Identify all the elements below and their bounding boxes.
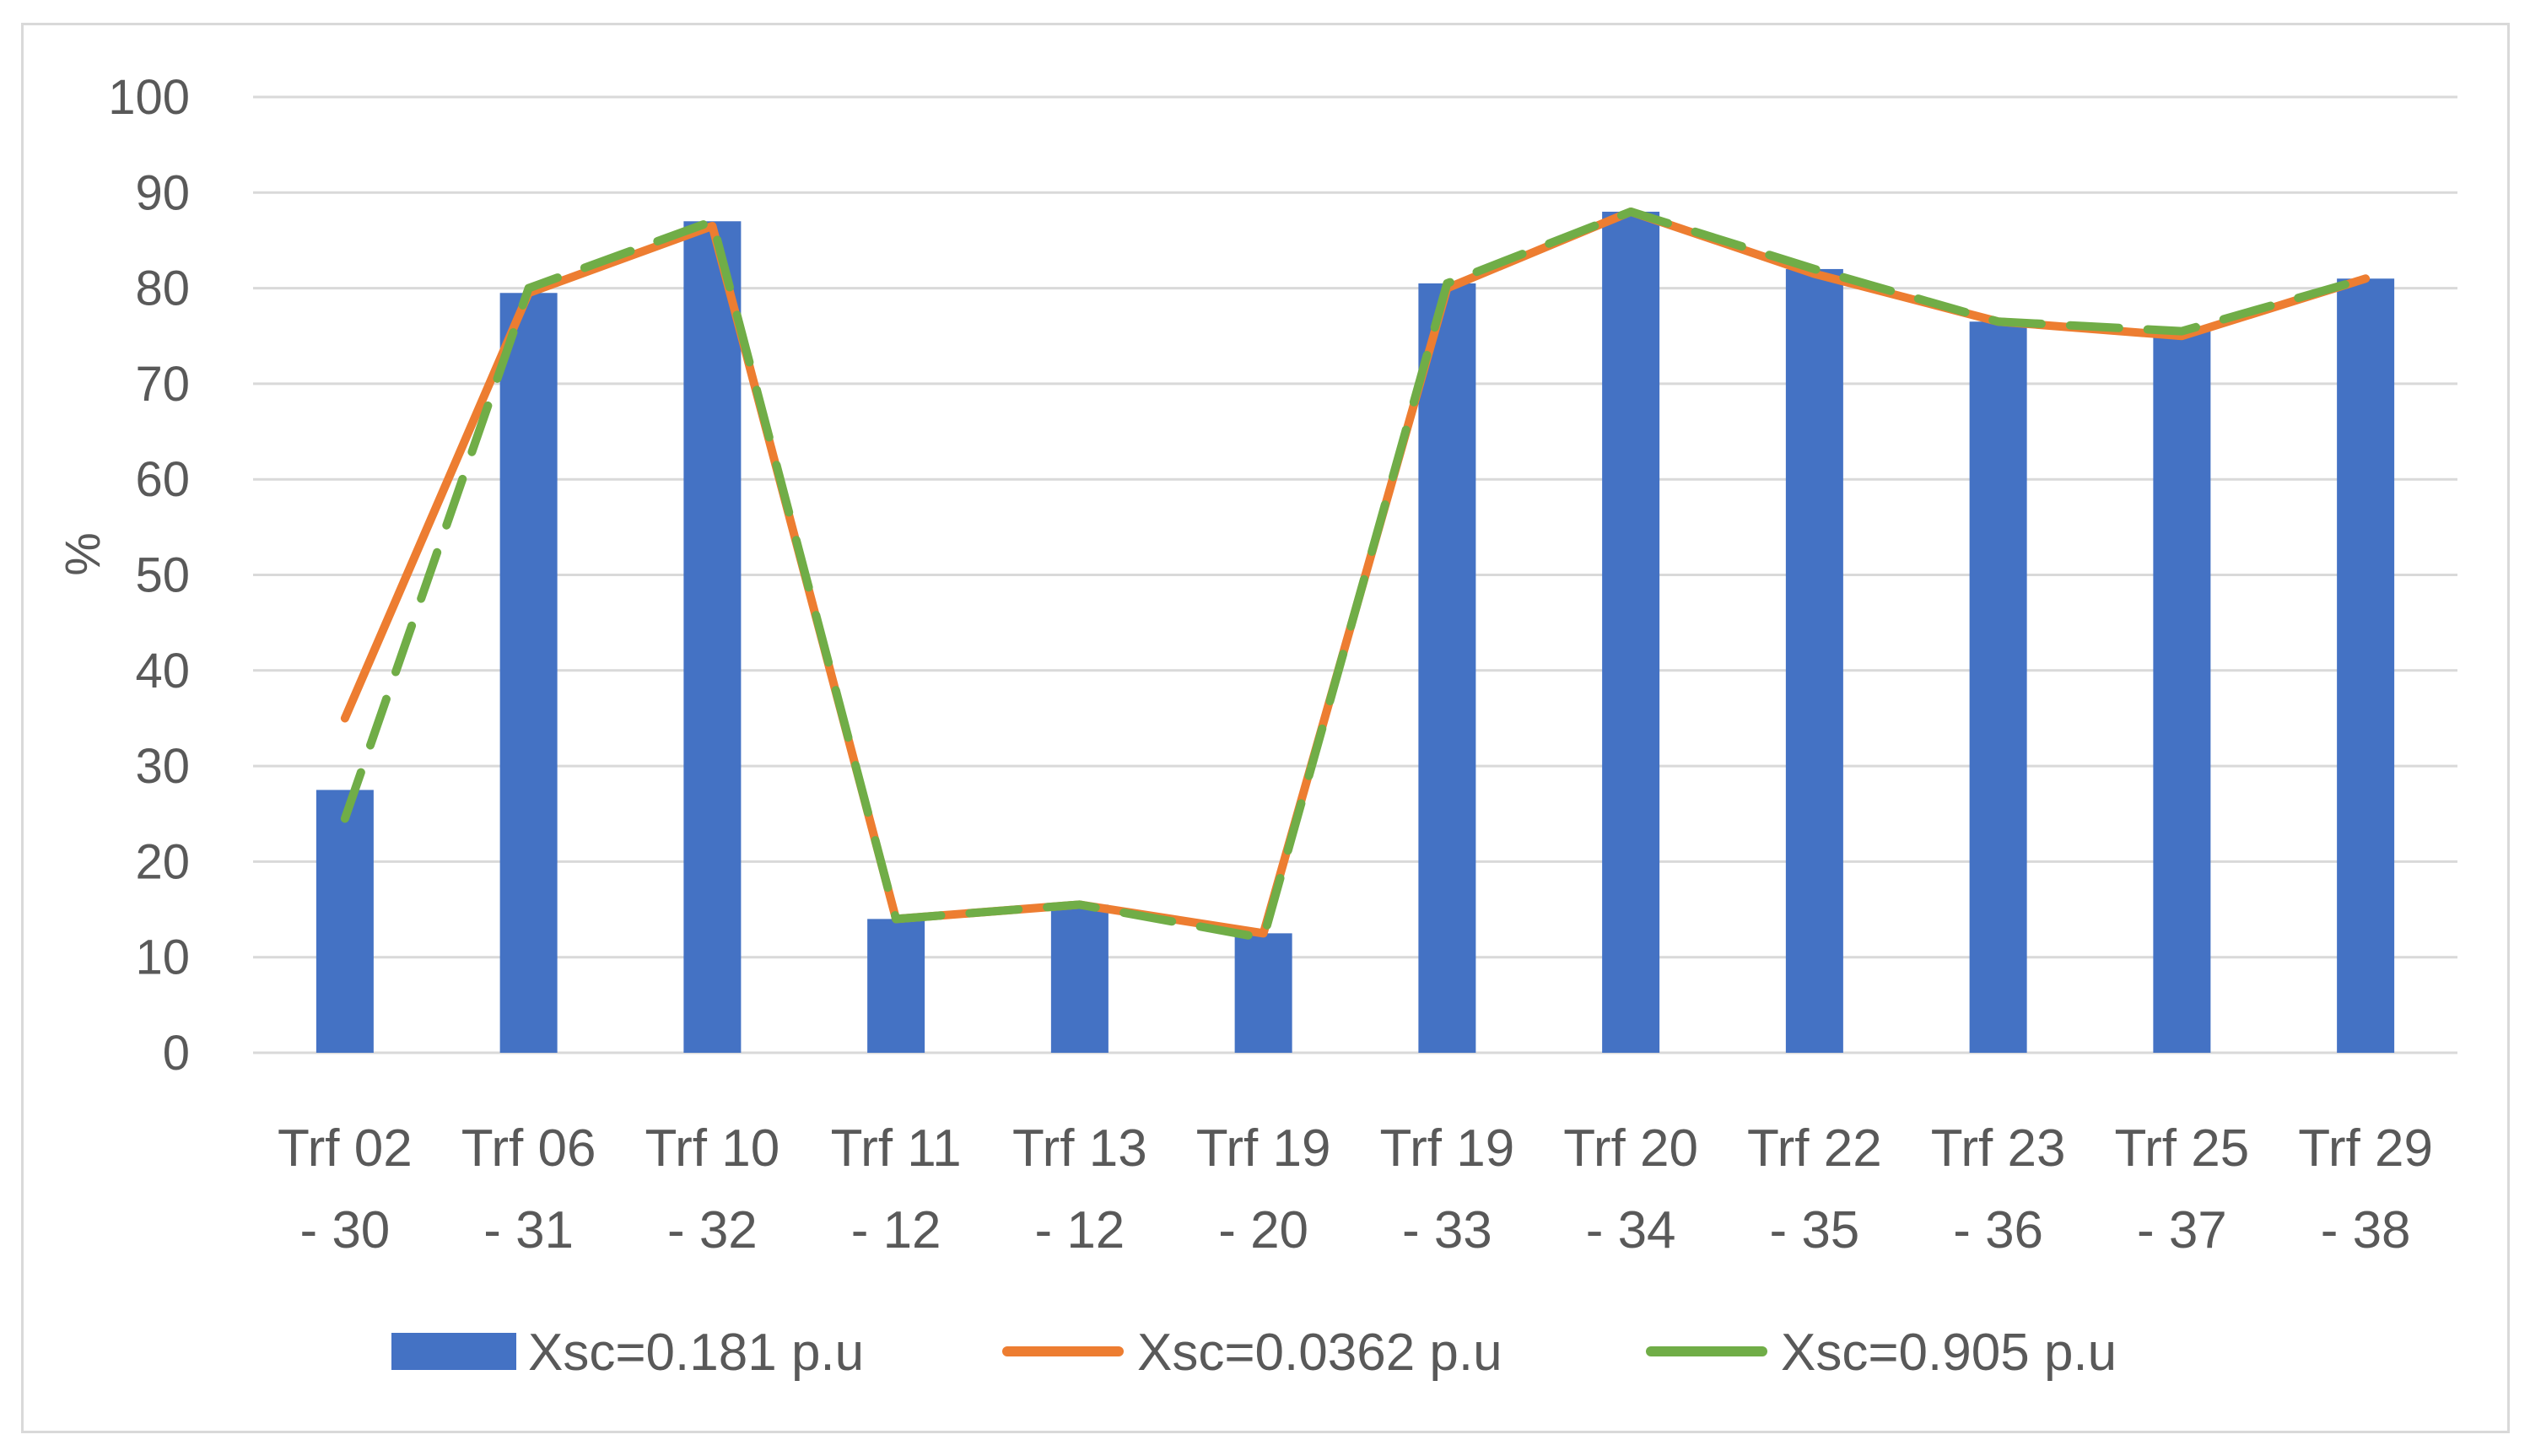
- x-category-label: - 35: [1769, 1201, 1859, 1259]
- series-line: [340, 207, 2371, 938]
- x-category-label: - 34: [1586, 1201, 1676, 1259]
- x-category-label: - 33: [1402, 1201, 1492, 1259]
- line-series: [340, 207, 2371, 943]
- x-category-label: Trf 22: [1747, 1119, 1882, 1178]
- bar: [316, 790, 374, 1053]
- gridlines: [253, 95, 2457, 1054]
- y-tick-label: 50: [135, 548, 190, 603]
- x-category-label: - 31: [483, 1201, 574, 1259]
- x-axis-categories: Trf 02 - 30 Trf 06 - 31 Trf 10 - 32 Trf 11 - 12…: [278, 1119, 2433, 1259]
- legend-swatch-bar: [391, 1333, 516, 1370]
- x-category-label: - 37: [2137, 1201, 2227, 1259]
- y-tick-label: 10: [135, 930, 190, 985]
- legend-label: Xsc=0.0362 p.u: [1137, 1324, 1502, 1382]
- x-category-label: Trf 11: [831, 1119, 962, 1178]
- x-category-label: - 12: [1034, 1201, 1125, 1259]
- x-category-label: Trf 13: [1012, 1119, 1147, 1178]
- bar-series: [316, 211, 2395, 1054]
- y-tick-label: 40: [135, 644, 190, 698]
- bar: [1602, 211, 1660, 1053]
- chart-frame: 0 10 20 30 40 50 60 70 80 90 100 % Trf 02- 30 Trf 0…: [21, 23, 2510, 1433]
- x-category-label: Trf 23: [1931, 1119, 2066, 1178]
- series-line: [340, 207, 2371, 943]
- y-tick-label: 30: [135, 739, 190, 794]
- y-tick-label: 60: [135, 452, 190, 507]
- x-category-label: - 36: [1953, 1201, 2043, 1259]
- bar: [1418, 283, 1476, 1053]
- legend-label: Xsc=0.905 p.u: [1781, 1324, 2117, 1382]
- x-category-label: Trf 25: [2115, 1119, 2250, 1178]
- x-category-label: Trf 06: [461, 1119, 596, 1178]
- x-category-label: Trf 19: [1196, 1119, 1331, 1178]
- bar: [1234, 933, 1292, 1053]
- legend: Xsc=0.181 p.u Xsc=0.0362 p.u Xsc=0.905 p.u: [391, 1324, 2117, 1382]
- bar: [1050, 904, 1109, 1053]
- x-category-label: - 32: [667, 1201, 758, 1259]
- y-tick-label: 70: [135, 357, 190, 412]
- bar: [2153, 331, 2211, 1054]
- x-category-label: Trf 10: [645, 1119, 780, 1178]
- y-tick-label: 20: [135, 834, 190, 889]
- y-tick-label: 0: [163, 1026, 190, 1081]
- y-tick-label: 100: [108, 70, 190, 125]
- legend-label: Xsc=0.181 p.u: [528, 1324, 864, 1382]
- x-category-label: - 20: [1218, 1201, 1308, 1259]
- bar: [683, 221, 742, 1053]
- y-tick-label: 80: [135, 262, 190, 316]
- y-tick-label: 90: [135, 165, 190, 220]
- bar: [867, 919, 925, 1053]
- bar: [1785, 268, 1843, 1053]
- x-category-label: Trf 02: [278, 1119, 413, 1178]
- x-category-label: Trf 19: [1380, 1119, 1515, 1178]
- x-category-label: - 38: [2321, 1201, 2411, 1259]
- bar: [1969, 321, 2027, 1053]
- bar: [499, 293, 558, 1053]
- y-axis-title: %: [56, 532, 111, 576]
- x-category-label: Trf 20: [1563, 1119, 1698, 1178]
- bar: [2337, 278, 2395, 1053]
- x-category-label: - 12: [851, 1201, 941, 1259]
- x-category-label: Trf 29: [2298, 1119, 2433, 1178]
- y-axis-ticks: 0 10 20 30 40 50 60 70 80 90 100: [108, 70, 190, 1081]
- x-category-label: - 30: [299, 1201, 390, 1259]
